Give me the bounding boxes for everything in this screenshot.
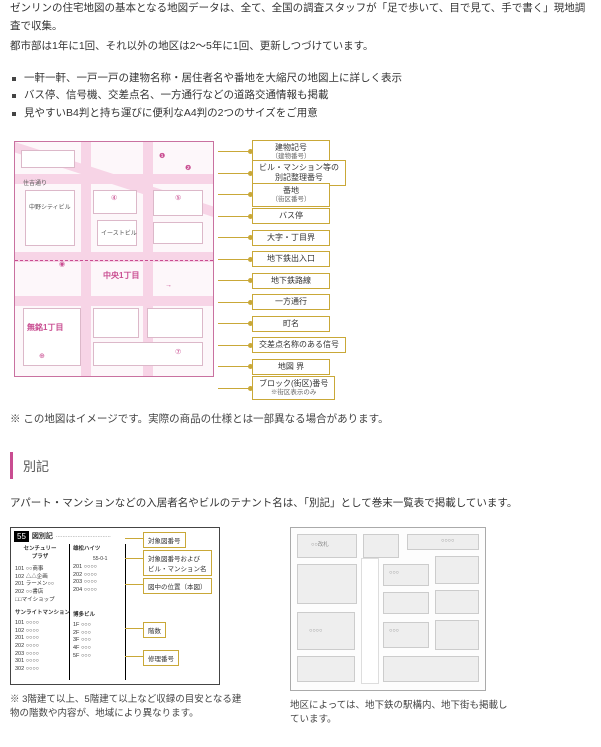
legend-item: 町名 bbox=[252, 316, 330, 332]
bekki-tag: 修理番号 bbox=[143, 650, 179, 666]
intro-block: ゼンリンの住宅地図の基本となる地図データは、全て、全国の調査スタッフが「足で歩い… bbox=[10, 0, 591, 56]
map-area-label: 無銘1丁目 bbox=[27, 322, 63, 333]
legend-item: ブロック(街区)番号※街区表示のみ bbox=[252, 376, 335, 400]
map-legend: 建物記号（建物番号） ビル・マンション等の 別記整理番号 番地（街区番号） バス… bbox=[218, 141, 346, 399]
legend-item: 交差点名称のある信号 bbox=[252, 337, 346, 353]
bekki-left-note: ※ 3階建て以上、5階建て以上など収録の目安となる建物の階数や内容が、地域により… bbox=[10, 693, 250, 722]
map-figure: 住吉通り 中野シティビル イーストビル 中央1丁目 無銘1丁目 ❶ ❷ ⑤ ④ … bbox=[14, 141, 591, 399]
map-note: ※ この地図はイメージです。実際の商品の仕様とは一部異なる場合があります。 bbox=[10, 411, 591, 426]
feature-item: 見やすいB4判と持ち運びに便利なA4判の2つのサイズをご用意 bbox=[10, 105, 591, 123]
map-area-label: 中央1丁目 bbox=[103, 270, 139, 281]
legend-item: 番地（街区番号） bbox=[252, 183, 330, 207]
legend-item: 大字・丁目界 bbox=[252, 230, 330, 246]
map-label: イーストビル bbox=[101, 228, 137, 237]
subway-figure: ○○改札 ○○○○ ○○○ ○○○ ○○○○ bbox=[290, 527, 486, 691]
bekki-tag: 対象図番号 bbox=[143, 532, 186, 548]
bekki-title: 図別記 bbox=[32, 531, 53, 541]
intro-line-1: ゼンリンの住宅地図の基本となる地図データは、全て、全国の調査スタッフが「足で歩い… bbox=[10, 0, 591, 36]
feature-item: 一軒一軒、一戸一戸の建物名称・居住者名や番地を大縮尺の地図上に詳しく表示 bbox=[10, 70, 591, 88]
legend-item: 地下鉄路線 bbox=[252, 273, 330, 289]
map-label: 中野シティビル bbox=[29, 202, 71, 211]
legend-item: バス停 bbox=[252, 208, 330, 224]
section-heading: 別記 bbox=[10, 452, 591, 479]
intro-line-2: 都市部は1年に1回、それ以外の地区は2～5年に1回、更新しつづけています。 bbox=[10, 38, 591, 56]
legend-item: 一方通行 bbox=[252, 294, 330, 310]
bekki-figure: 55 図別記 …………………………… センチュリー プラザ 101 ○○商事 1… bbox=[10, 527, 220, 685]
sample-map: 住吉通り 中野シティビル イーストビル 中央1丁目 無銘1丁目 ❶ ❷ ⑤ ④ … bbox=[14, 141, 214, 377]
map-label: 住吉通り bbox=[23, 178, 47, 187]
bekki-tag: 図中の位置（本図） bbox=[143, 578, 212, 594]
bekki-row: 55 図別記 …………………………… センチュリー プラザ 101 ○○商事 1… bbox=[10, 527, 591, 728]
bekki-tag: 対象図番号および ビル・マンション名 bbox=[143, 550, 212, 576]
bekki-right-note: 地区によっては、地下鉄の駅構内、地下街も掲載しています。 bbox=[290, 699, 510, 728]
bekki-num: 55 bbox=[14, 531, 29, 542]
legend-item: 地下鉄出入口 bbox=[252, 251, 330, 267]
legend-item: 地図 界 bbox=[252, 359, 330, 375]
feature-list: 一軒一軒、一戸一戸の建物名称・居住者名や番地を大縮尺の地図上に詳しく表示 バス停… bbox=[10, 70, 591, 124]
section-paragraph: アパート・マンションなどの入居者名やビルのテナント名は、「別記」として巻末一覧表… bbox=[10, 495, 591, 513]
feature-item: バス停、信号機、交差点名、一方通行などの道路交通情報も掲載 bbox=[10, 87, 591, 105]
bekki-tag: 階数 bbox=[143, 622, 166, 638]
